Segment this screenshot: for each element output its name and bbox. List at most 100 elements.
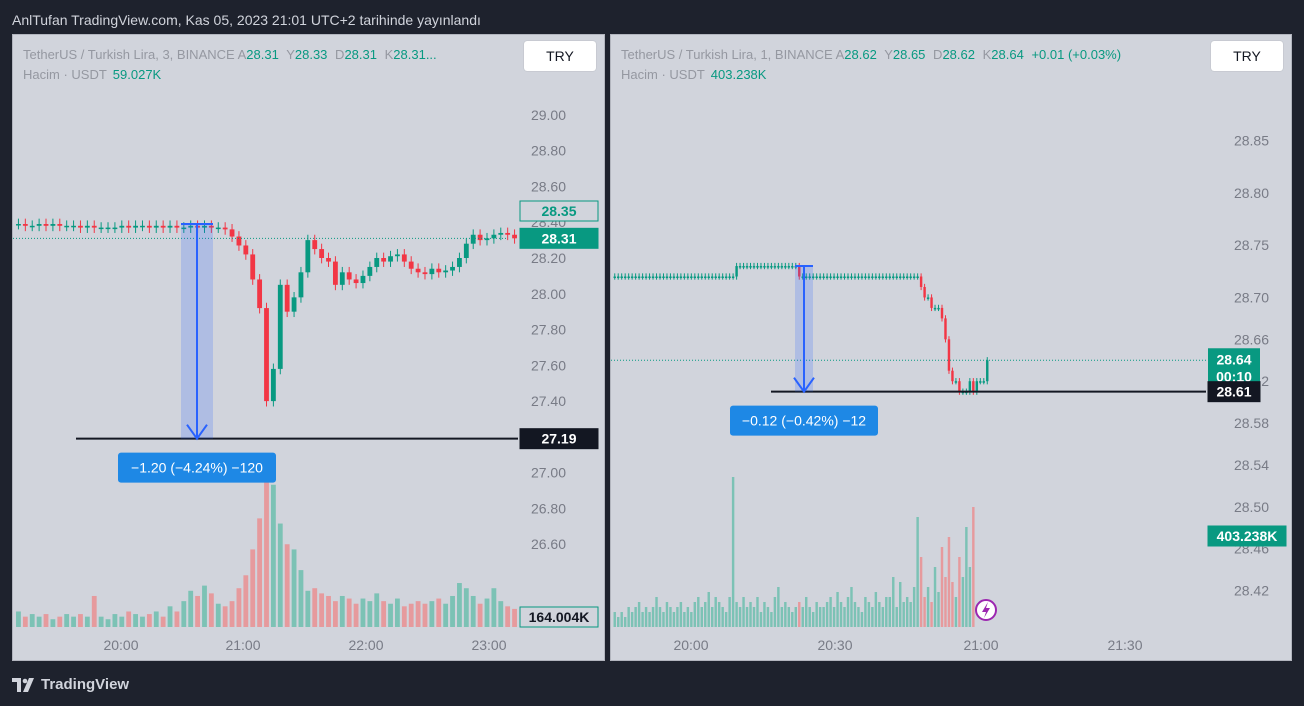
- time-axis-tick: 23:00: [471, 637, 506, 653]
- volume-bar: [899, 582, 902, 627]
- candle: [798, 266, 801, 277]
- volume-bar: [484, 598, 490, 627]
- currency-button[interactable]: TRY: [524, 41, 596, 71]
- volume-bar: [961, 577, 965, 627]
- volume-bar: [360, 598, 366, 627]
- candle: [857, 276, 860, 279]
- candle: [174, 225, 180, 228]
- candle: [457, 258, 462, 267]
- chart-canvas[interactable]: 29.0028.8028.6028.4028.2028.0027.8027.60…: [13, 35, 606, 662]
- candle: [704, 276, 707, 279]
- candle: [756, 266, 759, 268]
- symbol-title: TetherUS / Turkish Lira, 3, BINANCE: [23, 47, 235, 62]
- chart-pane-3m[interactable]: 29.00 28.80 28.60 28.40 28.20 28.00 27.80 27.60…: [12, 34, 605, 661]
- candle: [707, 276, 710, 279]
- volume-bar: [422, 603, 428, 627]
- candle: [408, 261, 414, 269]
- volume-bar: [277, 523, 283, 627]
- candle: [665, 276, 669, 279]
- volume-bar: [291, 549, 297, 627]
- volume-bar: [627, 607, 630, 627]
- volume-bar: [623, 617, 627, 627]
- volume-bar: [707, 592, 710, 627]
- candle: [620, 276, 623, 279]
- volume-bar: [43, 614, 49, 627]
- candle: [71, 225, 76, 228]
- candle: [119, 225, 125, 228]
- volume-bar: [641, 612, 644, 627]
- volume-bar: [672, 612, 676, 627]
- candle: [29, 225, 35, 228]
- price-axis-tick: 28.20: [531, 250, 566, 266]
- lightning-icon[interactable]: [975, 599, 997, 621]
- time-axis-tick: 22:00: [348, 637, 383, 653]
- volume-bar: [951, 582, 954, 627]
- volume-bar: [208, 593, 214, 627]
- price-axis-tick: 28.80: [1234, 185, 1269, 201]
- volume-bar: [711, 607, 714, 627]
- candle: [133, 225, 138, 228]
- candle: [202, 225, 207, 228]
- volume-bar: [367, 601, 373, 627]
- price-axis-tick: 28.85: [1234, 132, 1269, 148]
- volume-bar: [57, 616, 63, 627]
- price-axis-tick: 28.50: [1234, 499, 1269, 515]
- candle: [885, 276, 888, 279]
- candle: [951, 370, 954, 382]
- volume-bar: [853, 602, 857, 627]
- volume-bar: [780, 607, 784, 627]
- volume-bar: [236, 588, 242, 627]
- volume-bar: [885, 597, 888, 627]
- candle: [700, 276, 703, 279]
- low-value: 28.31: [344, 47, 377, 62]
- volume-bar: [808, 607, 811, 627]
- price-axis-tick: 28.66: [1234, 331, 1269, 347]
- volume-bar: [429, 601, 435, 627]
- volume-bar: [756, 597, 759, 627]
- volume-bar: [637, 602, 641, 627]
- candle: [791, 266, 794, 268]
- volume-bar: [916, 517, 919, 627]
- candle: [818, 276, 822, 279]
- symbol-legend: TetherUS / Turkish Lira, 1, BINANCE A28.…: [621, 47, 1122, 62]
- chart-pane-1m[interactable]: 28.85 28.80 28.75 28.70 28.66 28.62 28.58 28.54…: [610, 34, 1292, 661]
- volume-bar: [665, 602, 669, 627]
- volume-bar: [763, 602, 766, 627]
- volume-bar: [84, 616, 90, 627]
- candle: [728, 276, 731, 279]
- tradingview-brand[interactable]: TradingView: [12, 676, 129, 693]
- level-badge: 28.61: [1216, 384, 1251, 400]
- volume-bar: [770, 612, 773, 627]
- volume-bar: [181, 601, 187, 627]
- volume-bar: [319, 593, 325, 627]
- candle: [742, 266, 745, 268]
- currency-button[interactable]: TRY: [1211, 41, 1283, 71]
- close-price-badge: 28.64: [1216, 351, 1251, 367]
- close-price-badge: 28.31: [541, 230, 576, 246]
- volume-bar: [188, 590, 194, 627]
- candle: [867, 276, 871, 279]
- candle: [777, 266, 780, 268]
- candle: [208, 225, 214, 228]
- candle: [112, 227, 118, 230]
- candle: [874, 276, 878, 279]
- candle: [332, 261, 338, 285]
- volume-bar: [745, 607, 749, 627]
- volume-bar: [401, 606, 407, 627]
- candle: [250, 254, 256, 280]
- volume-bar: [791, 612, 794, 627]
- candle: [892, 276, 895, 279]
- candle: [947, 339, 951, 371]
- volume-bar: [714, 597, 717, 627]
- candle: [648, 276, 651, 279]
- volume-bar: [704, 602, 707, 627]
- volume-bar: [871, 607, 874, 627]
- candle: [846, 276, 850, 279]
- candle: [933, 307, 937, 310]
- volume-bar: [909, 602, 912, 627]
- volume-bar: [766, 607, 770, 627]
- candle: [853, 276, 857, 279]
- chart-canvas[interactable]: 28.85 28.80 28.75 28.70 28.66 28.62 28.58 28.54…: [611, 35, 1293, 662]
- candle: [284, 284, 290, 312]
- volume-bar: [630, 612, 634, 627]
